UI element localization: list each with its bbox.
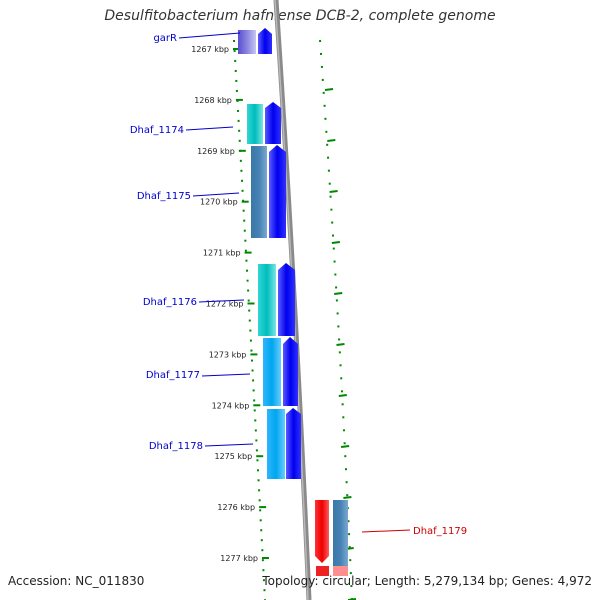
kbp-tick-label: 1274 kbp	[212, 401, 250, 410]
gene-label-Dhaf_1179: Dhaf_1179	[413, 526, 467, 537]
Dhaf_1175-cds-block	[251, 146, 267, 238]
Dhaf_1179-arrow-tail	[316, 566, 329, 576]
Dhaf_1177-arrow	[283, 337, 298, 406]
gene-label-Dhaf_1178: Dhaf_1178	[149, 441, 203, 452]
gene-label-garR: garR	[153, 33, 177, 44]
Dhaf_1179-arrow	[315, 500, 329, 563]
kbp-tick-label: 1277 kbp	[220, 554, 258, 563]
gene-label-Dhaf_1174: Dhaf_1174	[130, 125, 184, 136]
gene-labels: garR Dhaf_1174 Dhaf_1175 Dhaf_1176 Dhaf_…	[130, 32, 467, 537]
Dhaf_1179-cds-tail	[333, 566, 348, 576]
outer-ring-tick	[343, 496, 352, 499]
kbp-tick-label: 1268 kbp	[194, 96, 232, 105]
Dhaf_1174-arrow	[265, 102, 281, 144]
Dhaf_1175-arrow	[269, 145, 286, 238]
garR-cds-block	[238, 30, 256, 54]
kbp-tick-label: 1272 kbp	[206, 300, 244, 309]
Dhaf_1176-cds-block	[258, 264, 276, 336]
kbp-tick-label: 1273 kbp	[209, 350, 247, 359]
outer-ring-tick	[331, 241, 341, 244]
inner-ring	[233, 39, 266, 600]
outer-ring-tick	[336, 343, 345, 346]
kbp-tick-label: 1267 kbp	[191, 45, 229, 54]
outer-ring-tick	[327, 139, 336, 142]
Dhaf_1176-arrow	[278, 263, 295, 336]
accession-label: Accession: NC_011830	[8, 574, 145, 588]
gene-blocks	[238, 28, 348, 576]
garR-arrow	[258, 28, 272, 54]
kbp-tick-label: 1269 kbp	[197, 147, 235, 156]
Dhaf_1179-cds-block	[333, 500, 348, 566]
outer-ring-tick	[338, 394, 347, 397]
Dhaf_1174-cds-block	[247, 104, 263, 144]
genome-summary: Topology: circular; Length: 5,279,134 bp…	[262, 574, 592, 588]
gene-label-Dhaf_1177: Dhaf_1177	[146, 370, 200, 381]
outer-ring-tick	[324, 88, 334, 91]
outer-ring-tick	[329, 190, 338, 193]
Dhaf_1178-arrow	[286, 408, 301, 479]
Dhaf_1178-cds-block	[267, 409, 285, 479]
kbp-tick-label: 1270 kbp	[200, 198, 238, 207]
kbp-tick-label: 1275 kbp	[214, 452, 252, 461]
kbp-ticks: 1267 kbp 1268 kbp 1269 kbp 1270 kbp 1271 kbp…	[191, 45, 269, 563]
gene-label-Dhaf_1175: Dhaf_1175	[137, 191, 191, 202]
outer-ring-tick	[340, 445, 350, 448]
Dhaf_1177-cds-block	[263, 338, 281, 406]
kbp-tick-label: 1276 kbp	[217, 503, 255, 512]
kbp-tick-label: 1271 kbp	[203, 249, 241, 258]
map-title: Desulfitobacterium hafniense DCB-2, comp…	[104, 8, 496, 24]
gene-label-Dhaf_1176: Dhaf_1176	[143, 297, 197, 308]
outer-ring-tick	[334, 292, 343, 295]
